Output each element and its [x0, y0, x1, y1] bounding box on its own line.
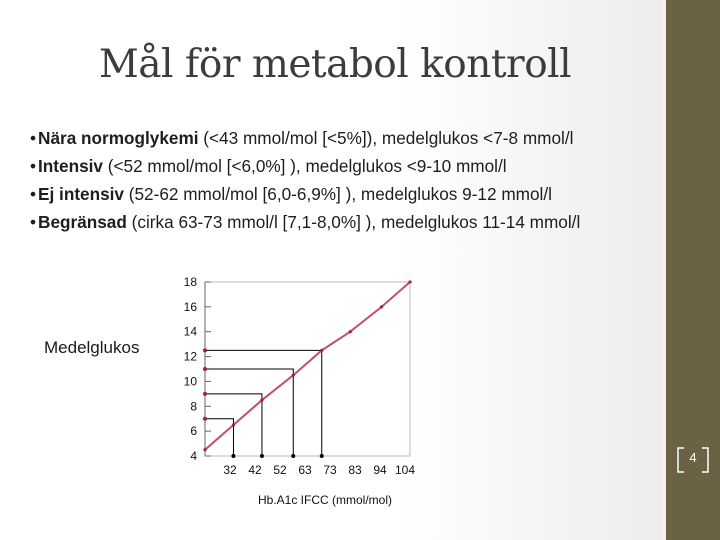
sidebar-band [666, 0, 720, 540]
reference-y-marker [203, 367, 207, 371]
bullet-text: (52-62 mmol/mol [6,0-6,9%] ), medelgluko… [124, 184, 552, 204]
glucose-chart: 18 16 14 12 10 8 6 4 32 42 52 63 73 83 94 104 Hb.A1c IFC… [184, 275, 416, 507]
series-point [320, 348, 324, 352]
y-tick-label: 6 [190, 424, 197, 438]
series-point [408, 280, 412, 284]
series-point [348, 330, 352, 334]
y-tick-label: 8 [190, 399, 197, 413]
series-point [291, 373, 295, 377]
reference-x-marker [319, 454, 324, 458]
reference-y-marker [203, 391, 207, 396]
y-tick-label: 10 [184, 374, 198, 388]
x-axis-label: Hb.A1c IFCC (mmol/mol) [258, 493, 392, 507]
series-point [260, 398, 264, 402]
page-number: 4 [689, 450, 697, 465]
x-tick-label: 94 [373, 463, 387, 477]
reference-y-marker [203, 416, 207, 421]
bullet-item: • Begränsad (cirka 63-73 mmol/l [7,1-8,0%… [30, 212, 581, 232]
page-number-box: 4 [676, 446, 710, 474]
bullet-bold: Nära normoglykemi [38, 128, 199, 148]
y-tick-label: 14 [184, 325, 198, 339]
bullet-item: • Nära normoglykemi (<43 mmol/mol [<5%]),… [30, 128, 574, 148]
y-tick-label: 18 [184, 275, 198, 289]
x-tick-label: 42 [248, 463, 262, 477]
sidebar-stripe [662, 0, 666, 540]
bracket-icon [677, 447, 709, 473]
bullet-text: (cirka 63-73 mmol/l [7,1-8,0%] ), medelg… [126, 212, 581, 232]
reference-y-marker [203, 348, 207, 353]
x-tick-label: 32 [223, 463, 237, 477]
bullet-text: (<52 mmol/mol [<6,0%] ), medelglukos <9-… [102, 156, 507, 176]
x-tick-label: 52 [273, 463, 287, 477]
reference-x-marker [231, 454, 236, 458]
y-tick-label: 4 [190, 449, 197, 463]
bullet-item: • Ej intensiv (52-62 mmol/mol [6,0-6,9%] … [30, 184, 552, 204]
slide-title: Mål för metabol kontroll [98, 42, 572, 87]
reference-guide [205, 393, 263, 456]
reference-x-marker [259, 454, 264, 458]
reference-x-marker [291, 454, 296, 458]
bullet-bold: Begränsad [38, 212, 127, 232]
y-tick-label: 16 [184, 300, 198, 314]
x-tick-label: 63 [298, 463, 312, 477]
x-tick-label: 83 [348, 463, 362, 477]
x-tick-label: 104 [395, 463, 415, 477]
chart-y-axis-label: Medelglukos [44, 338, 140, 357]
bullet-text: (<43 mmol/mol [<5%]), medelglukos <7-8 m… [198, 128, 574, 148]
y-tick-label: 12 [184, 350, 198, 364]
series-point [379, 305, 384, 309]
bullet-list: • Nära normoglykemi (<43 mmol/mol [<5%]),… [30, 124, 660, 236]
series-point [203, 448, 207, 452]
slide-background [0, 0, 666, 540]
bullet-bold: Intensiv [38, 156, 103, 176]
reference-guide [205, 368, 294, 456]
reference-guide [205, 418, 234, 456]
series-point [231, 423, 236, 427]
x-tick-label: 73 [323, 463, 337, 477]
bullet-bold: Ej intensiv [38, 184, 124, 204]
bullet-item: • Intensiv (<52 mmol/mol [<6,0%] ), medel… [30, 156, 507, 176]
series-line [204, 281, 411, 451]
